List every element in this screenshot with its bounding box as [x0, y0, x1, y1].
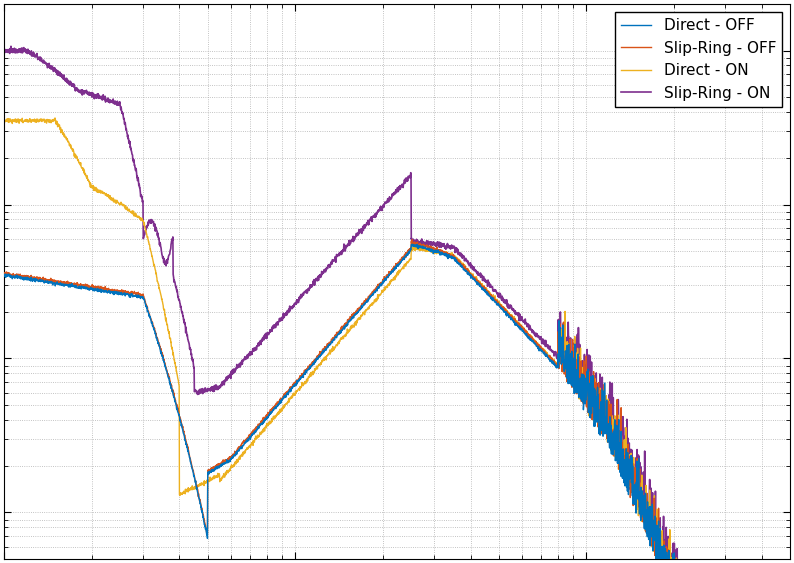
Direct - ON — [0, 119, 9, 126]
Slip-Ring - OFF — [0, 270, 9, 276]
Slip-Ring - ON — [301, 289, 310, 296]
Line: Direct - OFF: Direct - OFF — [4, 244, 790, 563]
Direct - ON — [50, 115, 60, 122]
Line: Slip-Ring - ON: Slip-Ring - ON — [4, 46, 790, 563]
Direct - OFF — [335, 330, 345, 337]
Slip-Ring - ON — [6, 43, 16, 50]
Slip-Ring - OFF — [136, 293, 145, 300]
Slip-Ring - ON — [89, 93, 98, 100]
Slip-Ring - ON — [0, 44, 9, 51]
Slip-Ring - OFF — [89, 284, 98, 291]
Direct - ON — [136, 215, 145, 221]
Slip-Ring - ON — [136, 193, 145, 200]
Direct - OFF — [89, 285, 98, 292]
Slip-Ring - OFF — [301, 366, 310, 373]
Direct - ON — [89, 187, 98, 194]
Direct - ON — [335, 338, 345, 345]
Direct - OFF — [301, 368, 310, 375]
Direct - OFF — [408, 241, 418, 248]
Slip-Ring - ON — [335, 252, 345, 258]
Slip-Ring - OFF — [407, 236, 417, 243]
Line: Direct - ON: Direct - ON — [4, 118, 790, 563]
Slip-Ring - OFF — [335, 328, 345, 335]
Direct - OFF — [136, 295, 145, 302]
Direct - OFF — [0, 272, 9, 279]
Legend: Direct - OFF, Slip-Ring - OFF, Direct - ON, Slip-Ring - ON: Direct - OFF, Slip-Ring - OFF, Direct - … — [615, 12, 782, 107]
Direct - ON — [301, 380, 310, 387]
Line: Slip-Ring - OFF: Slip-Ring - OFF — [4, 240, 790, 563]
